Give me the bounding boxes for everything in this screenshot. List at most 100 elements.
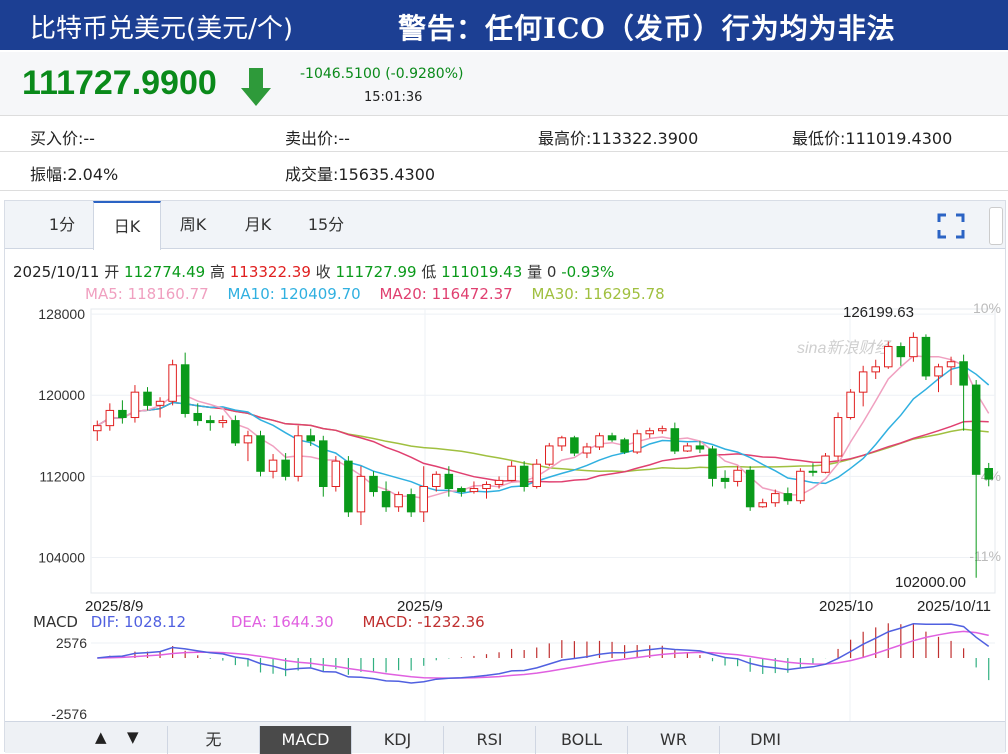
- indicator-bar: ▲ ▼ 无 MACD KDJ RSI BOLL WR DMI: [5, 721, 1005, 754]
- indicator-tab-rsi[interactable]: RSI: [443, 726, 535, 754]
- vol-label: 量: [527, 263, 543, 281]
- ma5-value: MA5: 118160.77: [85, 285, 209, 303]
- candle-body: [607, 435, 617, 441]
- open-value: 112774.49: [124, 263, 206, 281]
- candle-body: [482, 483, 491, 490]
- ico-warning: 警告：任何ICO（发币）行为均为非法: [398, 12, 896, 45]
- candle-body: [796, 470, 805, 502]
- candle-body: [344, 460, 353, 513]
- tab-1min[interactable]: 1分: [48, 215, 76, 234]
- ma-legend: MA5: 118160.77 MA10: 120409.70 MA20: 116…: [85, 285, 665, 303]
- candle-body: [168, 364, 177, 402]
- ma30-value: MA30: 116295.78: [531, 285, 665, 303]
- tab-weekly-k[interactable]: 周K: [179, 215, 207, 234]
- pct-tick-label: -11%: [969, 548, 1001, 564]
- volume: 成交量:15635.4300: [285, 165, 436, 184]
- indicator-tab-kdj[interactable]: KDJ: [351, 726, 443, 754]
- top-banner: 比特币兑美元(美元/个) 警告：任何ICO（发币）行为均为非法: [0, 0, 1008, 50]
- macd-legend: MACD DIF: 1028.12 DEA: 1644.30 MACD: -12…: [33, 613, 485, 631]
- candle-body: [331, 460, 341, 487]
- candle-body: [406, 494, 416, 513]
- indicator-tab-none[interactable]: 无: [167, 726, 259, 754]
- y-tick-label: 112000: [39, 468, 85, 484]
- candle-body: [557, 437, 567, 447]
- macd-tick-label: -2576: [51, 706, 87, 721]
- bid-price: 买入价:--: [30, 129, 95, 148]
- low-value: 111019.43: [441, 263, 523, 281]
- dif-line: [97, 622, 990, 684]
- dea-value: DEA: 1644.30: [230, 613, 334, 631]
- pct-tick-label: 10%: [973, 300, 1001, 316]
- vol-value: 0: [546, 263, 557, 281]
- ask-price: 卖出价:--: [285, 129, 350, 148]
- candle-body: [708, 448, 717, 479]
- candle-body: [783, 493, 793, 502]
- high-label: 高: [209, 263, 225, 281]
- indicator-tab-boll[interactable]: BOLL: [535, 726, 627, 754]
- quote-time: 15:01:36: [364, 90, 423, 105]
- ma30-line: [96, 401, 989, 473]
- candle-body: [281, 459, 290, 477]
- candle-body: [595, 435, 604, 448]
- last-price: 111727.9900: [22, 64, 217, 102]
- kline-chart[interactable]: 12800012000011200010400010%4%-11%sina新浪财…: [5, 201, 1005, 721]
- date-tick-label: 2025/10: [819, 598, 873, 615]
- stats-grid: 买入价:-- 卖出价:-- 最高价:113322.3900 最低价:111019…: [0, 117, 1008, 191]
- indicator-tab-macd[interactable]: MACD: [259, 726, 351, 754]
- candle-body: [93, 425, 102, 432]
- candle-body: [683, 445, 692, 452]
- candle-body: [432, 473, 441, 488]
- quote-header: 111727.9900 -1046.5100 (-0.9280%) 15:01:…: [0, 52, 1008, 116]
- candle-body: [733, 469, 742, 482]
- candle-body: [582, 446, 592, 454]
- instrument-title: 比特币兑美元(美元/个): [30, 14, 294, 44]
- candle-body: [833, 417, 843, 457]
- scroll-down-button[interactable]: ▼: [127, 728, 139, 746]
- scroll-handle[interactable]: [989, 207, 1003, 245]
- candle-body: [896, 346, 906, 358]
- candle-body: [444, 473, 454, 490]
- low-label: 低: [421, 263, 437, 281]
- ohlc-readout: 2025/10/11 开 112774.49 高 113322.39 收 111…: [13, 261, 614, 282]
- chart-panel: 1分 日K 周K 月K 15分 2025/10/11 开 112774.49 高…: [4, 200, 1006, 754]
- candle-body: [180, 364, 190, 414]
- y-tick-label: 120000: [38, 387, 85, 403]
- candle-body: [934, 366, 943, 377]
- candle-body: [381, 491, 391, 508]
- candle-body: [319, 440, 328, 488]
- date-tick-label: 2025/8/9: [85, 598, 143, 615]
- candle-body: [118, 409, 127, 419]
- watermark-text: sina新浪财经: [797, 339, 892, 357]
- candle-body: [394, 494, 403, 508]
- ma20-value: MA20: 116472.37: [379, 285, 513, 303]
- fullscreen-icon[interactable]: [937, 213, 965, 239]
- ma10-line: [96, 365, 990, 495]
- candle-body: [620, 439, 629, 453]
- scroll-up-button[interactable]: ▲: [95, 728, 107, 746]
- candle-body: [293, 435, 303, 477]
- candle-body: [959, 361, 968, 386]
- tab-monthly-k[interactable]: 月K: [244, 215, 272, 234]
- indicator-tab-wr[interactable]: WR: [627, 726, 719, 754]
- ma5-line: [96, 355, 990, 500]
- pct-value: -0.93%: [561, 263, 615, 281]
- candle-body: [658, 428, 667, 432]
- indicator-tab-dmi[interactable]: DMI: [719, 726, 811, 754]
- candle-body: [155, 400, 165, 406]
- candle-body: [306, 435, 315, 442]
- candle-body: [419, 486, 428, 513]
- date-tick-label: 2025/9: [397, 598, 443, 615]
- candle-body: [821, 455, 830, 473]
- y-tick-label: 104000: [38, 550, 85, 566]
- candle-body: [356, 475, 366, 513]
- close-value: 111727.99: [335, 263, 417, 281]
- tab-daily-k[interactable]: 日K: [93, 201, 161, 250]
- candle-body: [268, 459, 278, 472]
- candle-body: [946, 361, 956, 368]
- tab-15min[interactable]: 15分: [307, 215, 345, 234]
- candle-body: [545, 445, 554, 465]
- candle-body: [984, 468, 993, 480]
- candle-body: [143, 391, 152, 406]
- candle-body: [758, 502, 767, 508]
- high-value: 113322.39: [229, 263, 311, 281]
